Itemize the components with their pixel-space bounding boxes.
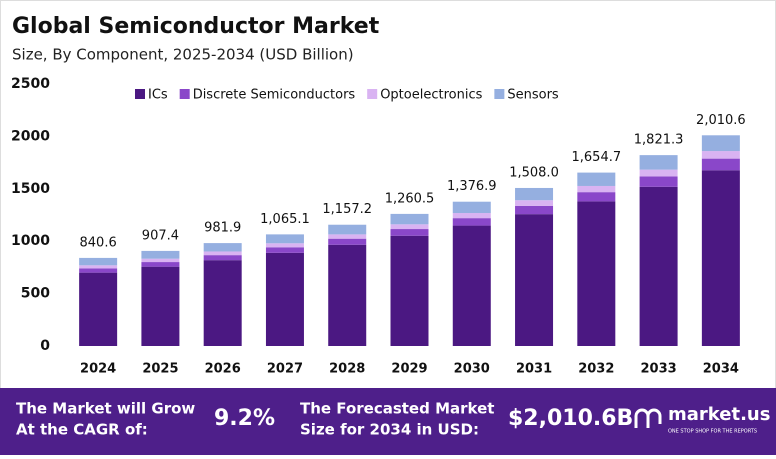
y-tick-label: 500 xyxy=(21,286,50,302)
x-tick-label: 2025 xyxy=(142,362,178,377)
legend-swatch xyxy=(135,89,145,99)
bar-segment xyxy=(577,172,616,186)
total-label: 981.9 xyxy=(204,221,241,236)
bar-segment xyxy=(141,262,180,267)
total-label: 840.6 xyxy=(80,235,117,250)
chart-subtitle: Size, By Component, 2025-2034 (USD Billi… xyxy=(12,46,354,64)
bar-segment xyxy=(79,272,118,346)
legend-swatch xyxy=(367,89,378,99)
footer-text: The Market will Grow xyxy=(16,400,195,418)
brand-tagline: ONE STOP SHOP FOR THE REPORTS xyxy=(668,429,757,435)
legend-label: Sensors xyxy=(507,88,559,103)
brand-name: market.us xyxy=(668,404,770,425)
y-tick-label: 2500 xyxy=(11,76,50,92)
y-tick-label: 0 xyxy=(40,338,50,354)
bar-segment xyxy=(328,234,367,239)
bar-segment xyxy=(515,214,554,346)
total-label: 1,376.9 xyxy=(447,179,497,194)
bar-segment xyxy=(452,225,491,346)
legend-swatch xyxy=(179,89,190,99)
x-tick-label: 2032 xyxy=(578,362,614,377)
bar-segment xyxy=(515,187,554,201)
x-tick-label: 2030 xyxy=(454,362,490,377)
bar-segment xyxy=(639,176,678,187)
x-tick-label: 2031 xyxy=(516,362,552,377)
bar-segment xyxy=(577,185,616,193)
y-tick-label: 1500 xyxy=(11,181,50,197)
chart-title: Global Semiconductor Market xyxy=(12,14,380,39)
bar-segment xyxy=(701,158,740,171)
bar-segment xyxy=(390,235,429,346)
footer-text: At the CAGR of: xyxy=(16,421,148,439)
legend-label: ICs xyxy=(148,88,168,103)
bar-segment xyxy=(639,155,678,170)
bar-segment xyxy=(203,243,242,252)
y-tick-label: 2000 xyxy=(11,128,50,144)
footer-value: 9.2% xyxy=(214,406,275,431)
bar-segment xyxy=(452,201,491,214)
total-label: 1,821.3 xyxy=(634,133,684,148)
x-tick-label: 2028 xyxy=(329,362,365,377)
total-label: 1,654.7 xyxy=(572,150,622,165)
bar-segment xyxy=(701,135,740,152)
bar-segment xyxy=(79,268,118,273)
bar-segment xyxy=(390,213,429,225)
bar-segment xyxy=(203,255,242,261)
bar-segment xyxy=(328,224,367,235)
total-label: 1,157.2 xyxy=(322,202,372,217)
bar-segment xyxy=(701,151,740,159)
bar-segment xyxy=(390,224,429,230)
x-tick-label: 2027 xyxy=(267,362,303,377)
bar-segment xyxy=(265,252,304,346)
bar-segment xyxy=(701,170,740,346)
footer-text: The Forecasted Market xyxy=(300,400,494,418)
bar-segment xyxy=(265,243,304,248)
x-tick-label: 2033 xyxy=(640,362,676,377)
bar-segment xyxy=(141,258,180,263)
legend-label: Discrete Semiconductors xyxy=(193,88,356,103)
total-label: 1,260.5 xyxy=(385,191,435,206)
brand-logo xyxy=(634,408,662,428)
bar-segment xyxy=(203,260,242,346)
bar-segment xyxy=(452,213,491,219)
bar-segment xyxy=(577,201,616,346)
bar-segment xyxy=(577,192,616,202)
bar-segment xyxy=(328,244,367,346)
y-tick-label: 1000 xyxy=(11,233,50,249)
x-tick-label: 2029 xyxy=(391,362,427,377)
bar-segment xyxy=(141,266,180,346)
bar-segment xyxy=(203,251,242,256)
bar-segment xyxy=(639,169,678,177)
bar-segment xyxy=(390,229,429,236)
x-tick-label: 2034 xyxy=(703,362,739,377)
bar-segment xyxy=(265,247,304,253)
total-label: 2,010.6 xyxy=(696,113,746,128)
footer-value: $2,010.6B xyxy=(508,406,633,431)
x-tick-label: 2026 xyxy=(205,362,241,377)
bar-segment xyxy=(515,200,554,206)
bar-segment xyxy=(452,218,491,226)
bar-segment xyxy=(141,250,180,259)
legend-swatch xyxy=(494,89,505,99)
bar-segment xyxy=(79,257,118,266)
total-label: 1,065.1 xyxy=(260,212,310,227)
legend-label: Optoelectronics xyxy=(380,88,482,103)
footer-text: Size for 2034 in USD: xyxy=(300,421,479,439)
x-tick-label: 2024 xyxy=(80,362,116,377)
bar-segment xyxy=(79,265,118,269)
bar-segment xyxy=(515,205,554,215)
total-label: 1,508.0 xyxy=(509,165,559,180)
total-label: 907.4 xyxy=(142,228,179,243)
bar-segment xyxy=(328,238,367,245)
bar-segment xyxy=(265,234,304,244)
bar-segment xyxy=(639,186,678,346)
